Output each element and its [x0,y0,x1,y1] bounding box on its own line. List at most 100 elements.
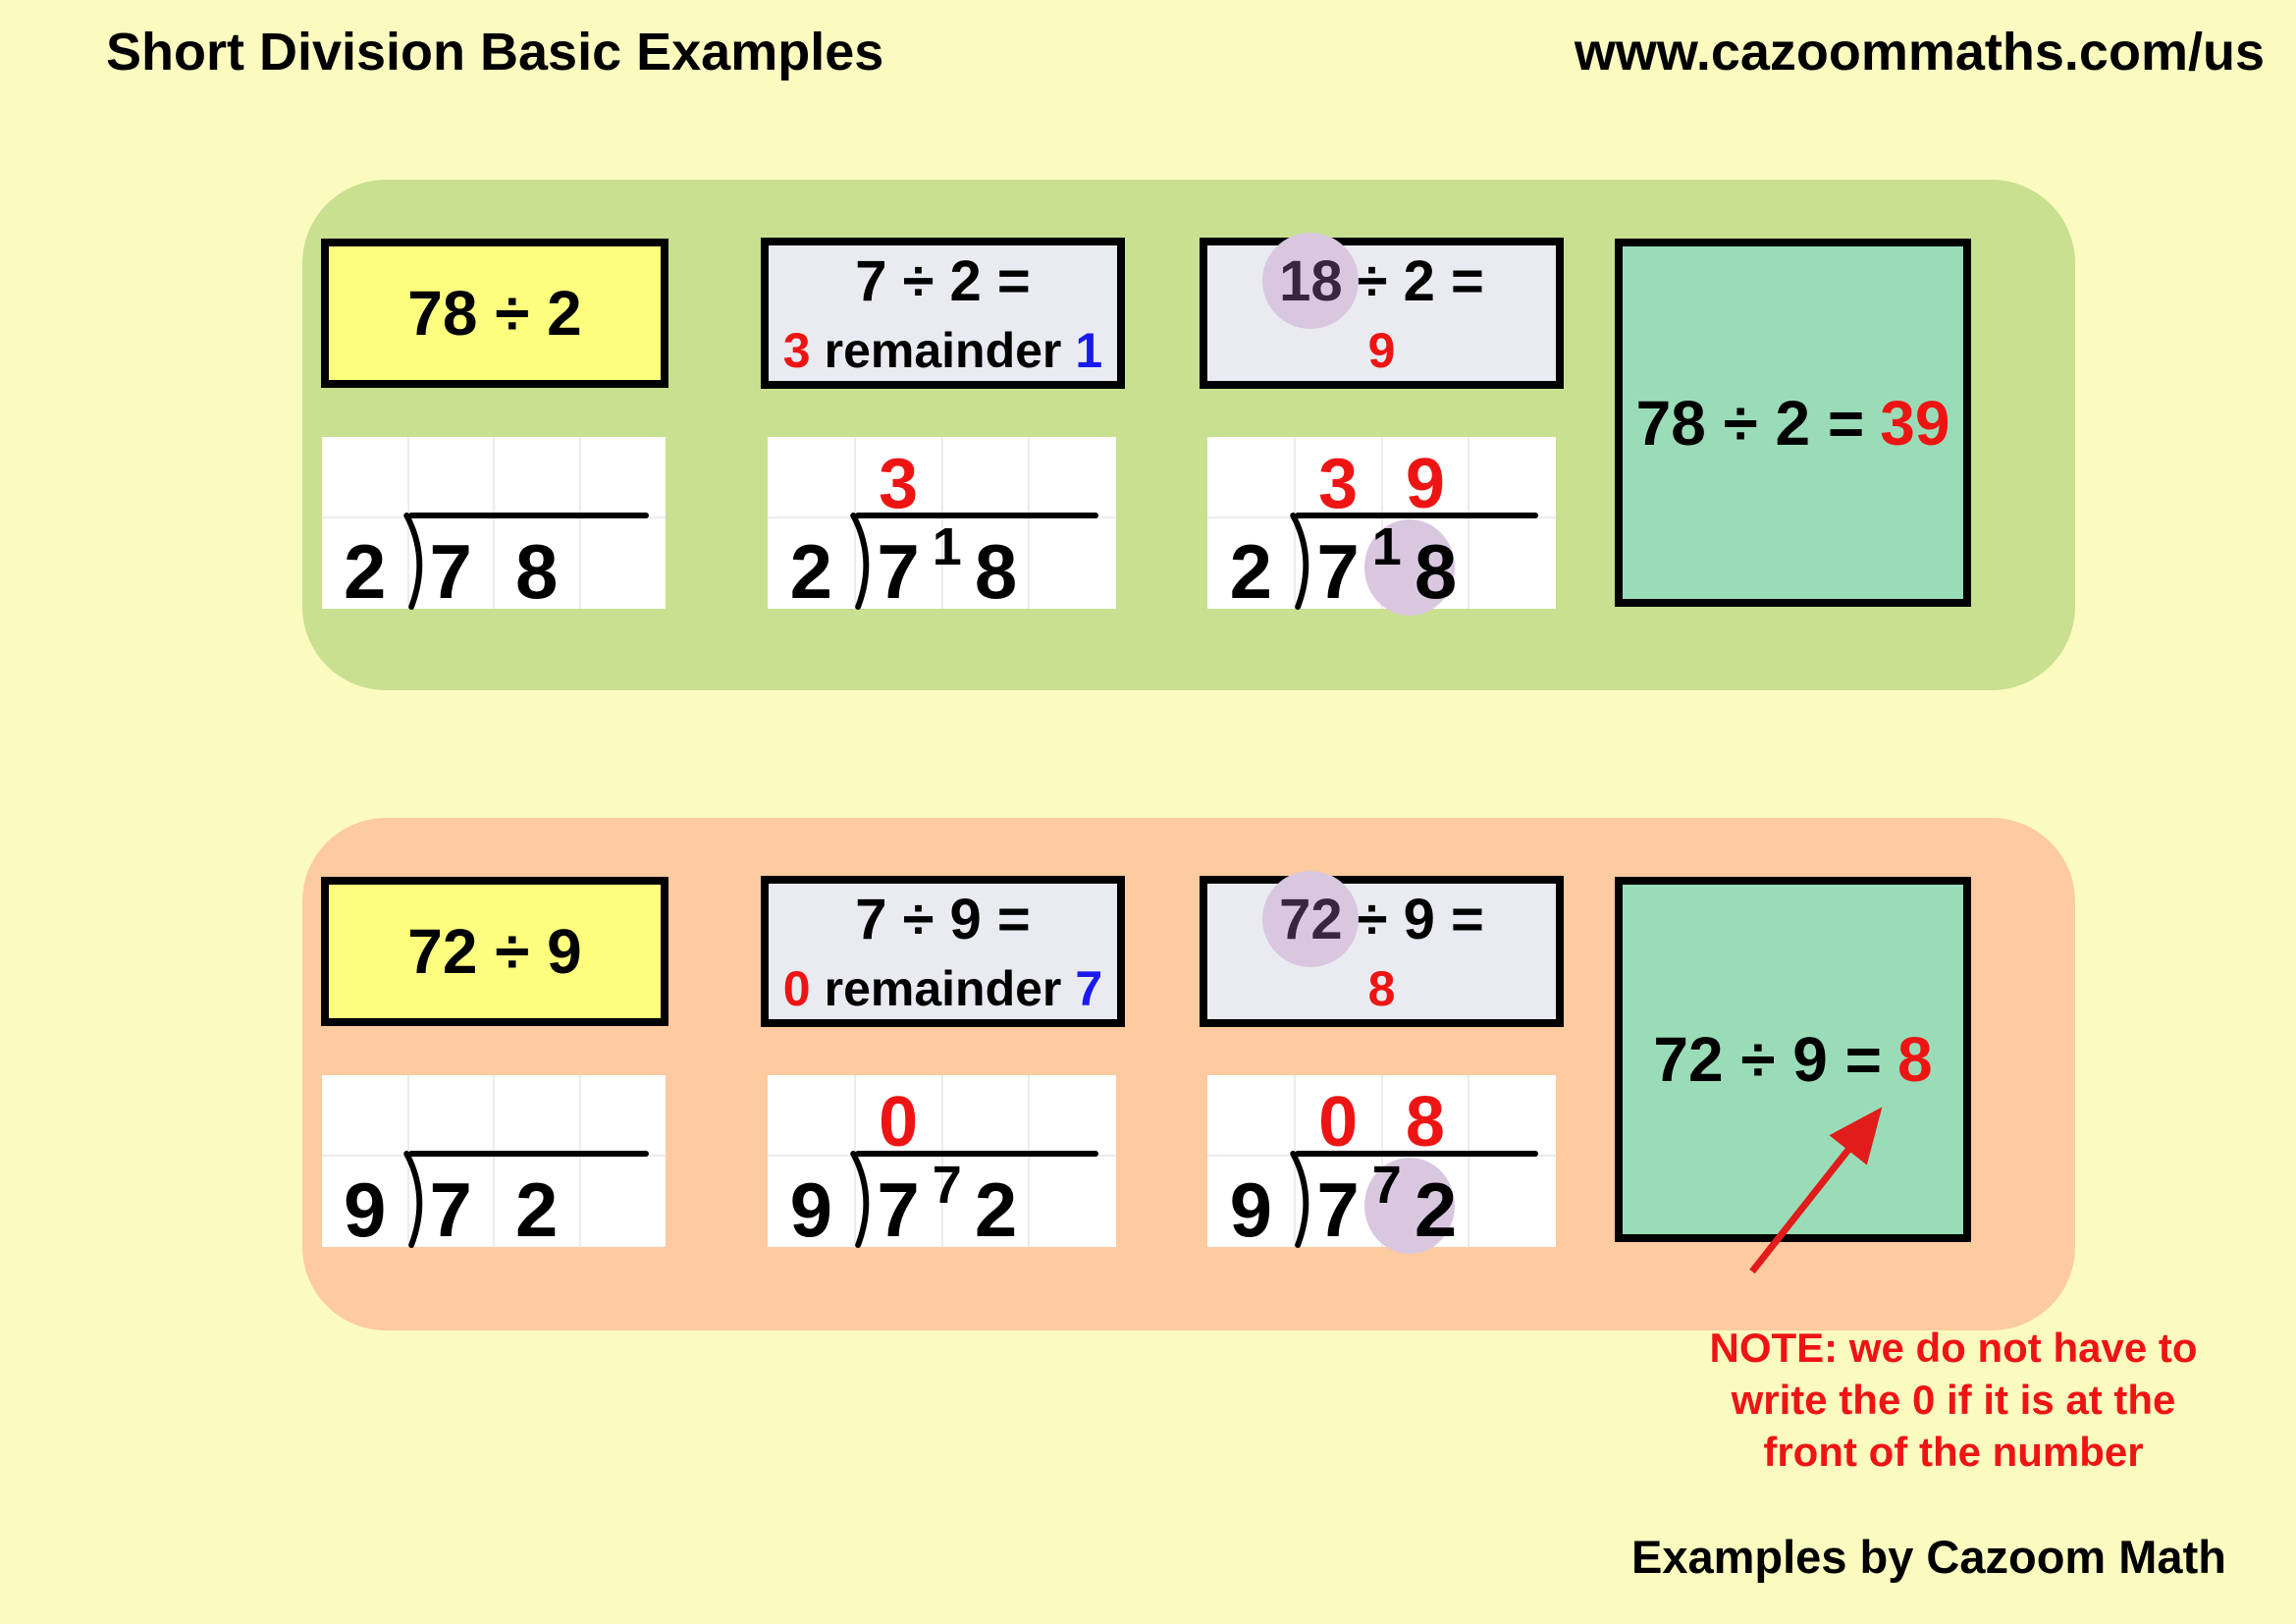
result-expression: 72 ÷ 9 = [1653,1024,1883,1095]
division-bar [407,513,649,518]
result-answer: 8 [1897,1024,1933,1095]
divisor-digit: 9 [789,1166,833,1253]
fact2-answer: 8 [1368,960,1396,1017]
dividend-digit: 7 [1316,528,1360,615]
fact-answer: 0 remainder 7 [783,960,1102,1017]
grid-line [1468,437,1470,609]
division-bracket-icon [402,513,422,610]
highlighted-dividend: 18 [1279,248,1343,313]
fact-quotient: 0 [782,960,811,1016]
fact2-expression-rest: ÷ 2 = [1356,248,1484,313]
division-grid-step3: 3 9 2 7 1 8 [1207,437,1556,616]
division-bar [1294,513,1539,518]
division-bar [854,513,1099,518]
example-panel-72-div-9: 72 ÷ 9 7 ÷ 9 = 0 remainder 7 72 ÷ 9 = 8 … [302,818,2075,1330]
fact-quotient: 3 [782,322,811,378]
carry-digit: 7 [932,1156,962,1215]
dividend-digit: 8 [1414,528,1458,615]
grid-line [940,1075,943,1247]
page-title: Short Division Basic Examples [106,23,884,81]
result-answer: 39 [1880,387,1950,459]
credit-text: Examples by Cazoom Math [1631,1531,2226,1583]
fact2-box: 72 ÷ 9 = 8 [1200,876,1564,1027]
division-bracket-icon [850,513,869,610]
fact-expression: 7 ÷ 2 = [855,248,1031,313]
highlight-circle [1363,519,1455,616]
division-bracket-icon [1290,513,1308,610]
divisor-digit: 2 [789,528,833,615]
dividend-digit: 7 [429,1166,472,1253]
quotient-digit: 8 [1405,1083,1445,1162]
division-grid-step1: 9 7 2 [322,1075,666,1253]
division-bracket-icon [1290,1151,1308,1248]
dividend-digit: 7 [429,528,472,615]
fact-expression: 7 ÷ 9 = [855,887,1031,951]
problem-box: 72 ÷ 9 [321,877,668,1026]
fact2-expression-rest: ÷ 9 = [1356,887,1484,951]
result-box: 72 ÷ 9 = 8 [1615,877,1971,1242]
highlight-circle [1363,1158,1455,1254]
note-line: NOTE: we do not have to [1709,1325,2198,1371]
fact-remainder-value: 7 [1075,960,1103,1016]
example-panel-78-div-2: 78 ÷ 2 7 ÷ 2 = 3 remainder 1 18 ÷ 2 = 9 … [302,180,2075,690]
quotient-digit: 9 [1405,445,1445,523]
result-line: 72 ÷ 9 = 8 [1653,1023,1932,1096]
grid-line [940,437,943,609]
division-grid-step2: 0 9 7 7 2 [768,1075,1116,1253]
fact-remainder-value: 1 [1075,322,1103,378]
result-line: 78 ÷ 2 = 39 [1636,387,1950,460]
fact2-answer-value: 9 [1367,322,1396,378]
division-bar [1294,1151,1539,1157]
site-url: www.cazoommaths.com/us [1574,23,2265,81]
quotient-digit: 3 [879,445,919,523]
division-grid-step3: 0 8 9 7 7 2 [1207,1075,1556,1254]
grid-line [1028,437,1031,609]
fact-remainder-word: remainder [824,322,1062,378]
fact2-expression: 72 ÷ 9 = [1279,887,1484,952]
divisor-digit: 2 [344,528,387,615]
carry-digit: 1 [1371,517,1402,576]
division-bracket-icon [850,1151,869,1248]
grid-line [1380,1075,1383,1247]
carry-digit: 7 [1371,1156,1402,1215]
grid-line [578,437,581,609]
note-text: NOTE: we do not have to write the 0 if i… [1649,1322,2258,1478]
fact2-box: 18 ÷ 2 = 9 [1200,238,1564,389]
division-bracket-icon [402,1151,422,1248]
result-expression: 78 ÷ 2 = [1635,387,1865,459]
grid-line [1380,437,1383,609]
note-arrow-icon [1749,1107,1883,1274]
quotient-digit: 0 [879,1083,919,1162]
carry-digit: 1 [932,517,962,576]
note-line: front of the number [1763,1429,2144,1475]
fact-remainder-word: remainder [824,960,1062,1016]
problem-box: 78 ÷ 2 [321,239,668,388]
dividend-digit: 2 [515,1166,559,1253]
fact2-answer: 9 [1368,322,1396,379]
problem-text: 72 ÷ 9 [407,916,582,987]
fact2-expression: 18 ÷ 2 = [1279,248,1484,314]
grid-line [1028,1075,1031,1247]
dividend-digit: 7 [1316,1166,1360,1253]
problem-text: 78 ÷ 2 [407,278,582,349]
highlighted-dividend: 72 [1279,887,1343,951]
quotient-digit: 3 [1318,445,1359,523]
grid-line [493,1075,495,1247]
dividend-digit: 2 [1414,1166,1458,1253]
divisor-digit: 2 [1229,528,1273,615]
division-bar [854,1151,1099,1157]
dividend-digit: 8 [974,528,1018,615]
dividend-digit: 8 [515,528,559,615]
fact-box: 7 ÷ 2 = 3 remainder 1 [761,238,1125,389]
fact-box: 7 ÷ 9 = 0 remainder 7 [761,876,1125,1027]
division-grid-step1: 2 7 8 [322,437,666,615]
fact-answer: 3 remainder 1 [783,322,1102,379]
fact2-answer-value: 8 [1367,960,1396,1016]
dividend-digit: 7 [877,1166,920,1253]
division-grid-step2: 3 2 7 1 8 [768,437,1116,615]
grid-line [1468,1075,1470,1247]
division-bar [407,1151,649,1157]
note-line: write the 0 if it is at the [1731,1377,2176,1423]
divisor-digit: 9 [344,1166,387,1253]
